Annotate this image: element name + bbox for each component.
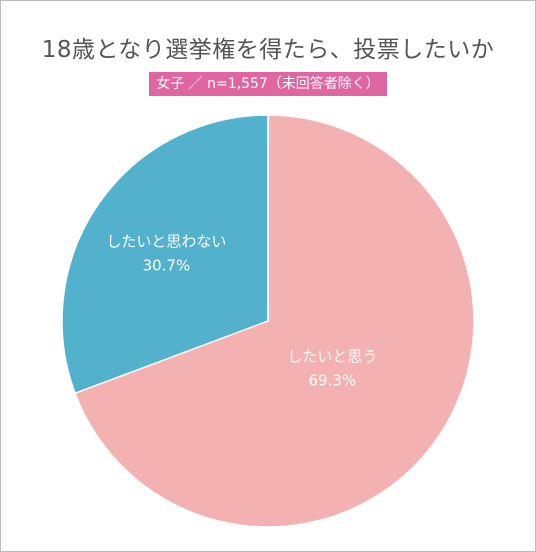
slice-label-no: したいと思わない [106,233,226,251]
pie-slice-no [61,114,269,395]
pie-slice-yes [74,114,475,528]
subtitle-badge: 女子 ／ n=1,557（未回答者除く） [149,72,387,96]
slice-value-no: 30.7% [143,257,191,275]
chart-title: 18歳となり選挙権を得たら、投票したいか [41,37,495,63]
slice-label-yes: したいと思う [287,348,377,366]
slice-value-yes: 69.3% [308,372,356,390]
